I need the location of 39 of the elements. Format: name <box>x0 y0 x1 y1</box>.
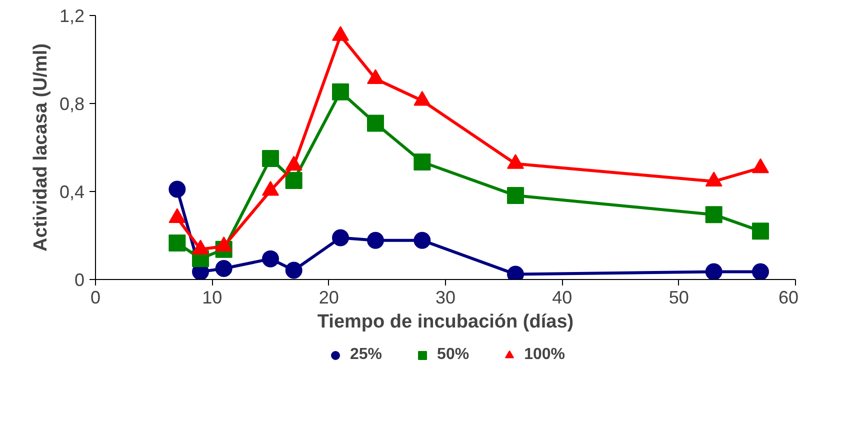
y-tick-label: 1,2 <box>59 6 85 26</box>
x-tick-label: 0 <box>90 288 101 308</box>
point <box>507 186 524 204</box>
y-tick-label: 0,4 <box>59 182 85 202</box>
point <box>285 156 302 171</box>
y-axis-title: Actividad lacasa (U/ml) <box>30 43 52 252</box>
point <box>752 222 769 240</box>
point <box>285 262 302 279</box>
y-tick-label: 0,8 <box>59 94 85 114</box>
legend-label: 100% <box>524 346 565 364</box>
x-axis-title: Tiempo de incubación (días) <box>317 312 574 332</box>
x-tick-label: 30 <box>435 288 456 308</box>
legend-label: 25% <box>350 346 382 364</box>
point <box>752 158 769 174</box>
x-tick-label: 20 <box>318 288 339 308</box>
point <box>507 154 524 169</box>
point <box>332 229 349 246</box>
point <box>168 234 186 252</box>
y-tick-label: 0 <box>74 270 85 290</box>
x-tick-label: 50 <box>668 288 689 308</box>
point <box>367 232 384 249</box>
point <box>367 114 384 132</box>
point <box>367 69 384 84</box>
point <box>705 206 722 224</box>
point <box>752 263 769 280</box>
point <box>414 154 431 171</box>
legend-label: 50% <box>437 346 470 364</box>
point <box>168 180 186 198</box>
x-tick-label: 40 <box>552 288 572 308</box>
x-tick-label: 60 <box>778 288 799 308</box>
point <box>215 260 232 277</box>
point <box>262 150 279 167</box>
point <box>262 250 279 268</box>
x-tick-label: 10 <box>202 288 222 308</box>
point <box>414 232 431 249</box>
point <box>414 90 431 106</box>
point <box>285 172 302 189</box>
point <box>705 263 722 280</box>
point <box>332 26 349 41</box>
